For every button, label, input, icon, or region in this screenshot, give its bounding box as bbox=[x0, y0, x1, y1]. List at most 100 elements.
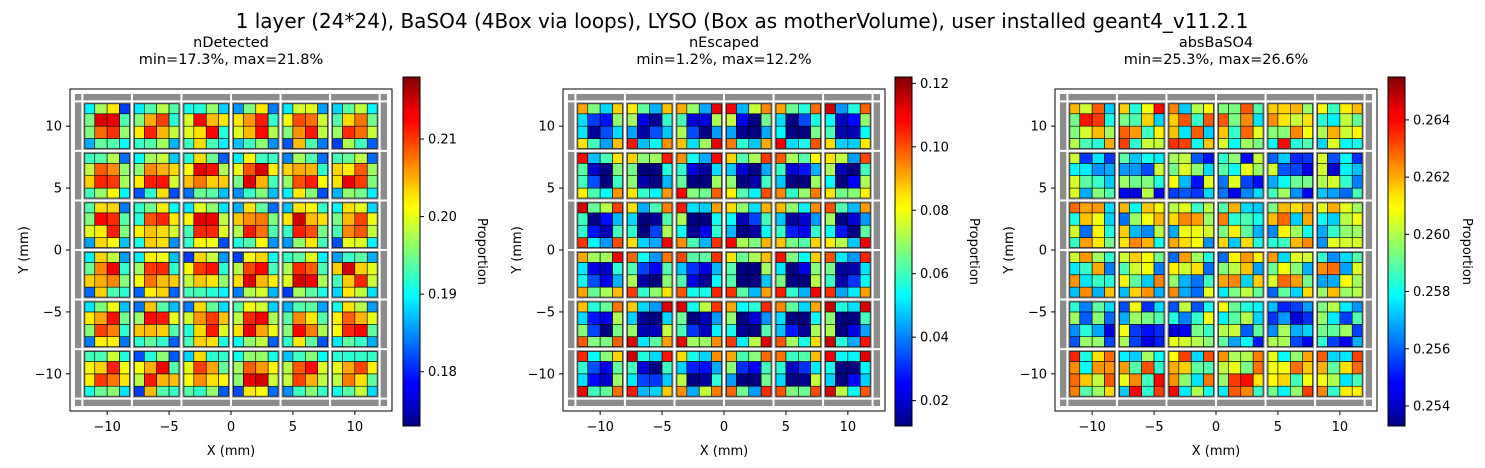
heatmap-cell bbox=[292, 187, 306, 199]
heatmap-cell bbox=[637, 336, 650, 347]
heatmap-cell bbox=[711, 202, 722, 214]
heatmap-cell bbox=[1168, 385, 1180, 397]
heatmap-cell bbox=[1091, 153, 1105, 164]
heatmap-cell bbox=[810, 153, 821, 164]
heatmap-cell bbox=[649, 252, 663, 263]
heatmap-cell bbox=[366, 237, 378, 248]
heatmap-cell bbox=[106, 336, 120, 347]
y-tick-label: 10 bbox=[45, 120, 62, 135]
heatmap-cell bbox=[1240, 237, 1254, 248]
heatmap-cell bbox=[1339, 237, 1353, 248]
heatmap-cell bbox=[1178, 324, 1192, 337]
heatmap-cell bbox=[859, 274, 871, 288]
heatmap-cell bbox=[748, 163, 762, 176]
heatmap-cell bbox=[612, 385, 623, 397]
heatmap-cell bbox=[859, 262, 871, 276]
heatmap-cell bbox=[1141, 202, 1155, 214]
heatmap-cell bbox=[810, 324, 821, 337]
heatmap-cell bbox=[726, 224, 737, 238]
panel-title: nEscaped bbox=[689, 35, 759, 51]
heatmap-cell bbox=[1104, 125, 1115, 139]
heatmap-cell bbox=[354, 286, 368, 298]
heatmap-cell bbox=[305, 252, 318, 263]
heatmap-cell bbox=[168, 286, 180, 298]
heatmap-cell bbox=[1119, 125, 1130, 139]
heatmap-cell bbox=[193, 237, 207, 248]
heatmap-cell bbox=[1327, 361, 1341, 375]
heatmap-cell bbox=[835, 175, 849, 189]
heatmap-cell bbox=[317, 224, 328, 238]
heatmap-cell bbox=[1218, 252, 1229, 263]
heatmap-cell bbox=[1168, 212, 1180, 226]
heatmap-cell bbox=[1351, 163, 1363, 176]
heatmap-cell bbox=[1277, 274, 1291, 288]
heatmap-cell bbox=[599, 336, 613, 347]
heatmap-cell bbox=[1302, 212, 1313, 226]
heatmap-cell bbox=[1267, 138, 1279, 149]
heatmap-cell bbox=[1119, 336, 1130, 347]
heatmap-cell bbox=[84, 351, 96, 362]
heatmap-cell bbox=[84, 175, 96, 189]
heatmap-cell bbox=[835, 163, 849, 176]
heatmap-cell bbox=[1168, 361, 1180, 375]
heatmap-cell bbox=[332, 224, 343, 238]
heatmap-cell bbox=[748, 262, 762, 276]
heatmap-cell bbox=[698, 125, 712, 139]
heatmap-cell bbox=[1178, 153, 1192, 164]
heatmap-cell bbox=[726, 175, 737, 189]
heatmap-cell bbox=[94, 252, 108, 263]
heatmap-cell bbox=[218, 274, 229, 288]
heatmap-cell bbox=[825, 138, 836, 149]
heatmap-cell bbox=[1327, 212, 1341, 226]
heatmap-cell bbox=[233, 212, 244, 226]
heatmap-cell bbox=[1290, 113, 1303, 127]
heatmap-cell bbox=[736, 187, 750, 199]
heatmap-cell bbox=[627, 237, 638, 248]
heatmap-cell bbox=[267, 163, 279, 176]
heatmap-cell bbox=[825, 212, 836, 226]
heatmap-cell bbox=[1317, 351, 1328, 362]
heatmap-cell bbox=[1141, 187, 1155, 199]
heatmap-cell bbox=[1339, 262, 1353, 276]
heatmap-cell bbox=[1129, 224, 1142, 238]
heatmap-cell bbox=[1290, 324, 1303, 337]
heatmap-cell bbox=[587, 153, 601, 164]
heatmap-cell bbox=[859, 163, 871, 176]
colorbar-tick-label: 0.06 bbox=[920, 267, 949, 282]
panel-title: absBaSO4 bbox=[1179, 35, 1253, 51]
heatmap-cell bbox=[1203, 224, 1214, 238]
heatmap-cell bbox=[698, 385, 712, 397]
heatmap-cell bbox=[726, 237, 737, 248]
heatmap-cell bbox=[649, 175, 663, 189]
heatmap-cell bbox=[798, 252, 811, 263]
heatmap-cell bbox=[810, 385, 821, 397]
heatmap-cell bbox=[1119, 153, 1130, 164]
panel-title: nDetected bbox=[193, 35, 269, 51]
heatmap-cell bbox=[1339, 125, 1353, 139]
heatmap-cell bbox=[748, 125, 762, 139]
heatmap-cell bbox=[698, 153, 712, 164]
heatmap-cell bbox=[825, 351, 836, 362]
heatmap-cell bbox=[205, 373, 219, 387]
heatmap-cell bbox=[106, 153, 120, 164]
heatmap-cell bbox=[577, 286, 589, 298]
heatmap-cell bbox=[1240, 212, 1254, 226]
heatmap-cell bbox=[292, 103, 306, 115]
heatmap-cell bbox=[282, 385, 294, 397]
heatmap-cell bbox=[637, 138, 650, 149]
heatmap-cell bbox=[775, 163, 787, 176]
heatmap-cell bbox=[1290, 212, 1303, 226]
heatmap-cell bbox=[233, 351, 244, 362]
heatmap-cell bbox=[366, 373, 378, 387]
heatmap-cell bbox=[1218, 336, 1229, 347]
heatmap-cell bbox=[599, 163, 613, 176]
heatmap-cell bbox=[332, 274, 343, 288]
heatmap-cell bbox=[218, 311, 229, 325]
heatmap-cell bbox=[1119, 103, 1130, 115]
figure-suptitle: 1 layer (24*24), BaSO4 (4Box via loops),… bbox=[236, 9, 1249, 33]
heatmap-cell bbox=[825, 336, 836, 347]
heatmap-cell bbox=[218, 212, 229, 226]
heatmap-cell bbox=[1203, 373, 1214, 387]
heatmap-cell bbox=[1129, 361, 1142, 375]
heatmap-cell bbox=[676, 252, 688, 263]
